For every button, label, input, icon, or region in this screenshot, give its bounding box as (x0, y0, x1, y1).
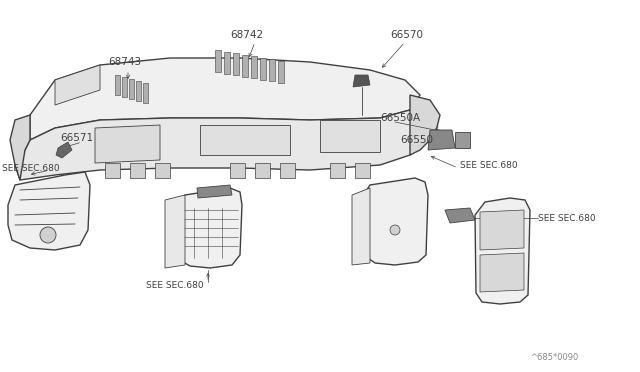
Polygon shape (353, 75, 370, 87)
Polygon shape (475, 198, 530, 304)
Circle shape (40, 227, 56, 243)
Polygon shape (122, 77, 127, 97)
Polygon shape (360, 178, 428, 265)
Polygon shape (280, 163, 295, 178)
Polygon shape (260, 58, 266, 80)
Polygon shape (251, 56, 257, 78)
Polygon shape (242, 55, 248, 77)
Polygon shape (8, 172, 90, 250)
Polygon shape (105, 163, 120, 178)
Polygon shape (136, 81, 141, 101)
Polygon shape (130, 163, 145, 178)
Polygon shape (143, 83, 148, 103)
Polygon shape (55, 65, 100, 105)
Polygon shape (155, 163, 170, 178)
Polygon shape (320, 120, 380, 152)
Polygon shape (165, 195, 185, 268)
Text: 66570: 66570 (390, 30, 423, 40)
Polygon shape (355, 163, 370, 178)
Polygon shape (428, 130, 455, 150)
Polygon shape (115, 75, 120, 95)
Polygon shape (233, 53, 239, 75)
Text: SEE SEC.680: SEE SEC.680 (538, 214, 596, 222)
Polygon shape (352, 188, 370, 265)
Polygon shape (230, 163, 245, 178)
Text: 66550A: 66550A (380, 113, 420, 123)
Text: 66550: 66550 (400, 135, 433, 145)
Text: 68742: 68742 (230, 30, 263, 40)
Polygon shape (215, 50, 221, 72)
Polygon shape (255, 163, 270, 178)
Circle shape (390, 225, 400, 235)
Polygon shape (480, 253, 524, 292)
Polygon shape (278, 61, 284, 83)
Polygon shape (30, 58, 420, 140)
Polygon shape (200, 125, 290, 155)
Polygon shape (10, 115, 30, 180)
Text: 66571: 66571 (60, 133, 93, 143)
Polygon shape (95, 125, 160, 163)
Polygon shape (197, 185, 232, 198)
Polygon shape (330, 163, 345, 178)
Polygon shape (15, 110, 420, 180)
Polygon shape (480, 210, 524, 250)
Polygon shape (172, 188, 242, 268)
Polygon shape (410, 95, 440, 155)
Polygon shape (56, 142, 72, 158)
Polygon shape (269, 59, 275, 81)
Polygon shape (455, 132, 470, 148)
Polygon shape (445, 208, 475, 223)
Polygon shape (224, 51, 230, 74)
Polygon shape (129, 79, 134, 99)
Text: SEE SEC.680: SEE SEC.680 (460, 160, 518, 170)
Text: ^685*0090: ^685*0090 (530, 353, 579, 362)
Text: SEE SEC.680: SEE SEC.680 (2, 164, 60, 173)
Text: 68743: 68743 (108, 57, 141, 67)
Text: SEE SEC.680: SEE SEC.680 (146, 280, 204, 289)
